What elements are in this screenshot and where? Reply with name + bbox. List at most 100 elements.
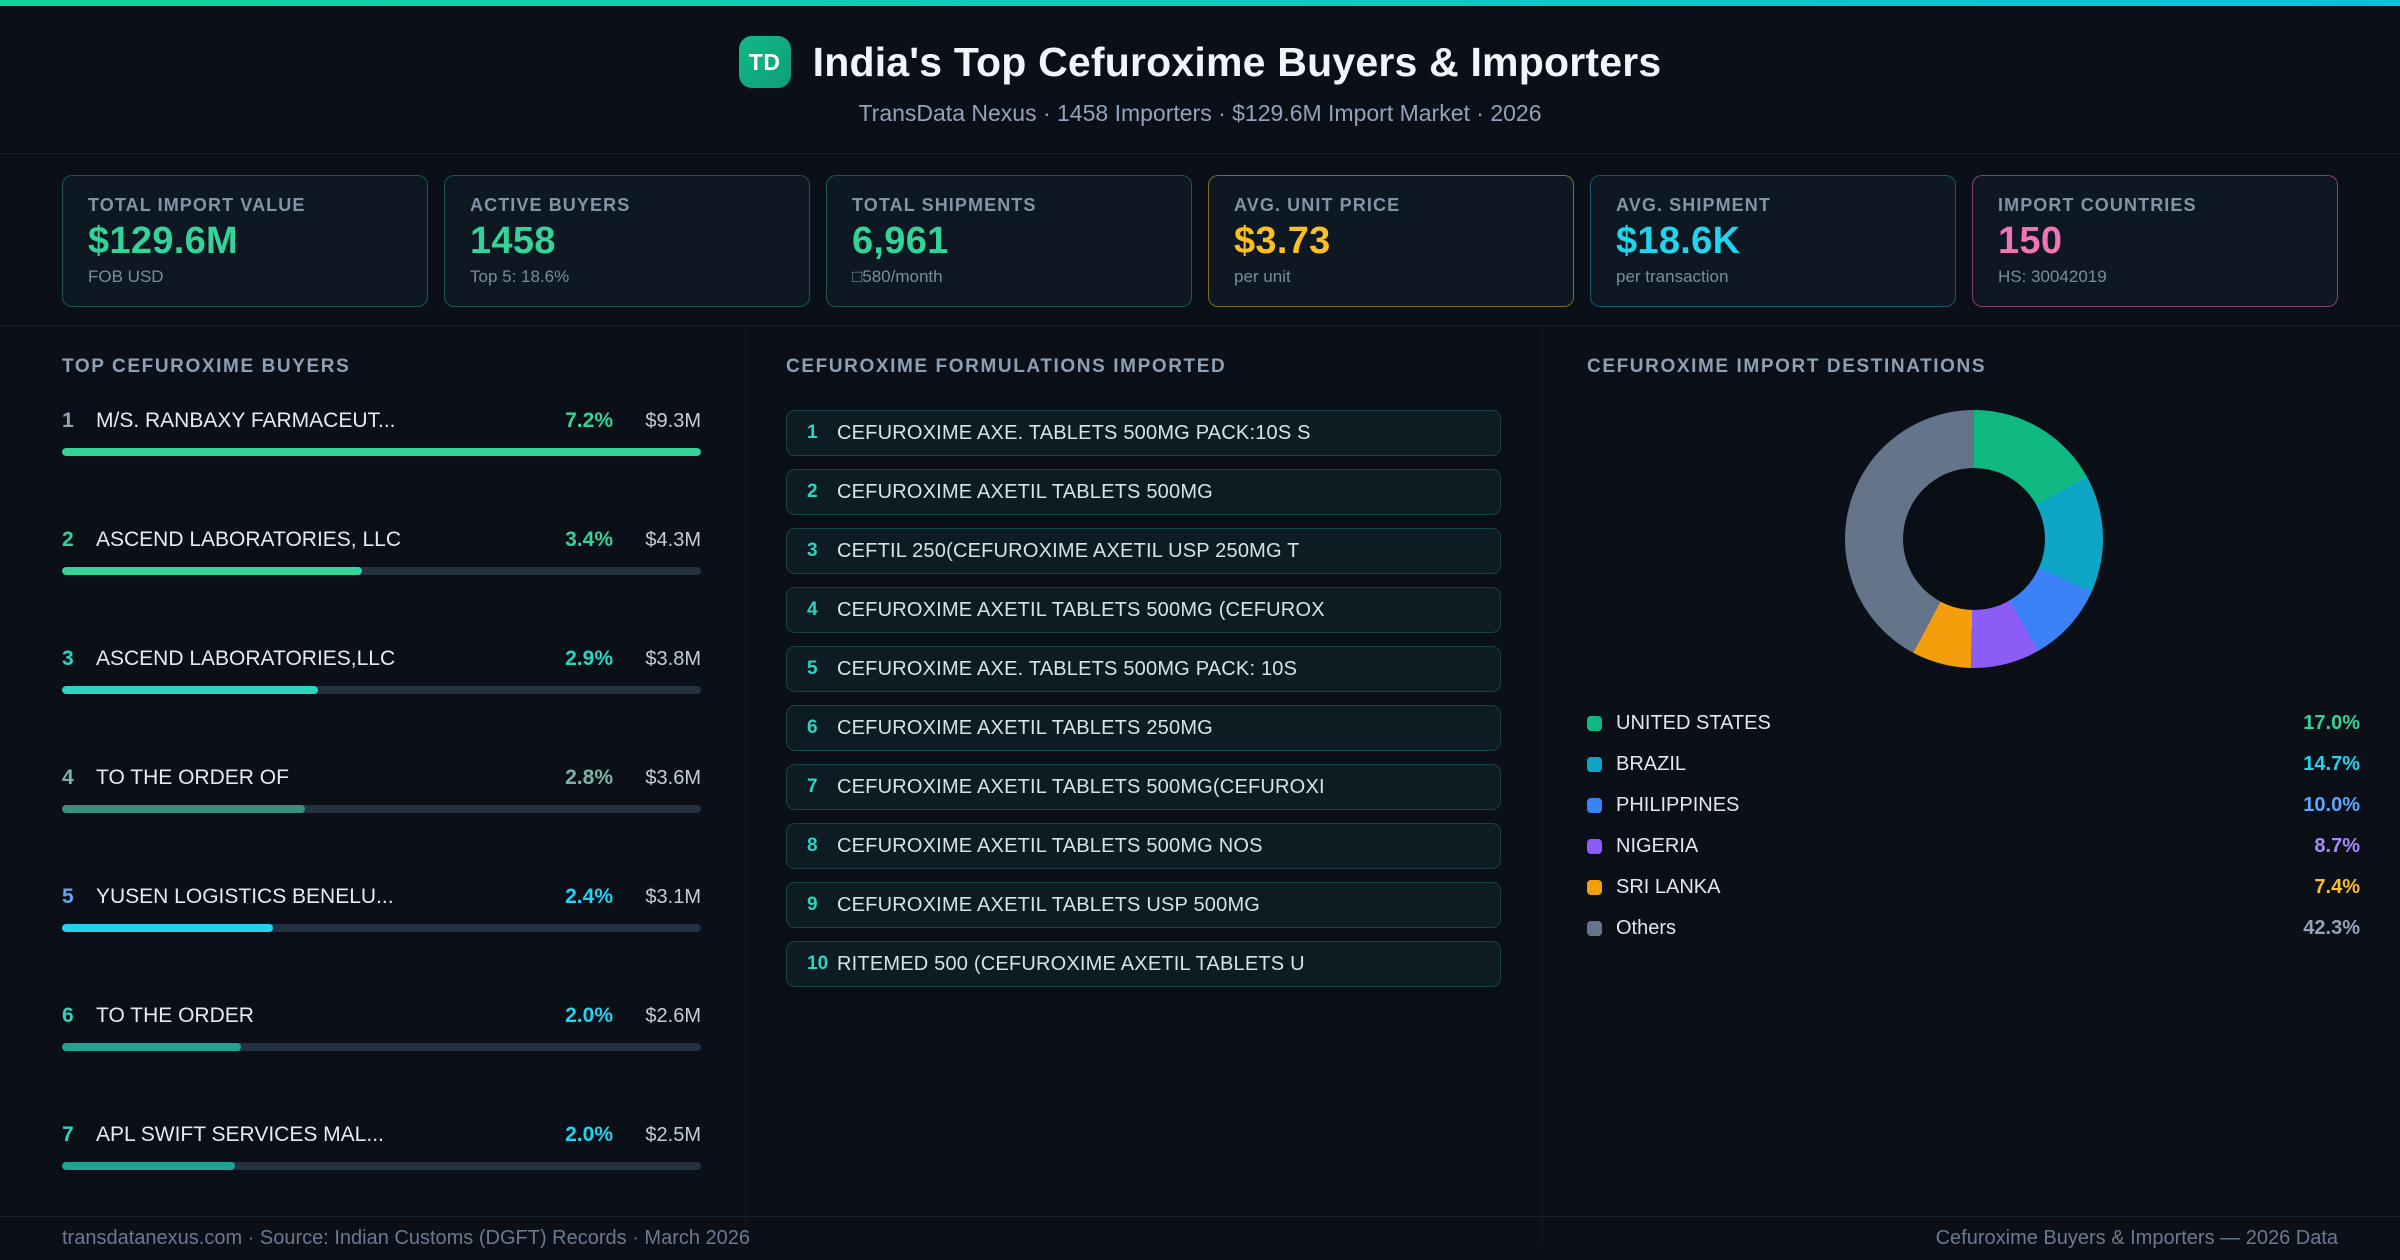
buyer-share-percent: 2.0% [565, 1004, 613, 1027]
buyer-rank: 4 [62, 766, 74, 789]
buyer-bar-fill [62, 924, 273, 932]
footer-source: transdatanexus.com · Source: Indian Cust… [62, 1227, 751, 1249]
buyer-row: 5 YUSEN LOGISTICS BENELU... 2.4% $3.1M [62, 886, 701, 932]
buyer-bar-track [62, 567, 701, 575]
buyer-name: TO THE ORDER [96, 1005, 254, 1026]
legend-percent: 42.3% [2303, 917, 2360, 939]
legend-swatch [1587, 921, 1602, 936]
main-content: TOP CEFUROXIME BUYERS 1 M/S. RANBAXY FAR… [0, 325, 2400, 1243]
formulation-rank: 9 [807, 894, 818, 915]
buyer-row: 1 M/S. RANBAXY FARMACEUT... 7.2% $9.3M [62, 410, 701, 456]
formulation-rank: 4 [807, 599, 818, 620]
legend-percent: 17.0% [2303, 712, 2360, 734]
page-title: India's Top Cefuroxime Buyers & Importer… [812, 38, 1662, 85]
buyer-bar-track [62, 686, 701, 694]
buyer-bar-fill [62, 567, 363, 575]
formulation-name: RITEMED 500 (CEFUROXIME AXETIL TABLETS U [837, 952, 1305, 975]
formulation-item: 1 CEFUROXIME AXE. TABLETS 500MG PACK:10S… [786, 410, 1501, 456]
buyer-bar-track [62, 448, 701, 456]
buyer-import-value: $3.6M [645, 767, 701, 789]
buyer-bar-fill [62, 1043, 241, 1051]
legend-label: BRAZIL [1616, 753, 1687, 775]
stat-card-avg-shipment: AVG. SHIPMENT $18.6K per transaction [1590, 175, 1956, 307]
legend-label: UNITED STATES [1616, 712, 1771, 734]
brand-logo-badge: TD [738, 36, 791, 88]
formulation-name: CEFUROXIME AXETIL TABLETS 500MG [837, 480, 1213, 503]
formulation-item: 3 CEFTIL 250(CEFUROXIME AXETIL USP 250MG… [786, 528, 1501, 574]
legend-swatch [1587, 757, 1602, 772]
legend-label: NIGERIA [1616, 835, 1699, 857]
stat-card-active-buyers: ACTIVE BUYERS 1458 Top 5: 18.6% [444, 175, 810, 307]
buyer-bar-fill [62, 448, 701, 456]
formulation-name: CEFUROXIME AXETIL TABLETS 500MG(CEFUROXI [837, 775, 1325, 798]
stat-value: $129.6M [88, 220, 238, 262]
donut-hole [1902, 468, 2045, 610]
buyer-share-percent: 2.9% [565, 647, 613, 670]
page-subtitle: TransData Nexus · 1458 Importers · $129.… [858, 100, 1542, 126]
formulation-name: CEFUROXIME AXETIL TABLETS 500MG (CEFUROX [837, 598, 1325, 621]
buyer-bar-fill [62, 686, 318, 694]
formulation-name: CEFUROXIME AXETIL TABLETS USP 500MG [837, 893, 1261, 916]
formulation-rank: 5 [807, 658, 818, 679]
donut-chart [1844, 410, 2103, 668]
legend-row: BRAZIL 14.7% [1587, 753, 2360, 776]
buyer-import-value: $3.1M [645, 886, 701, 908]
buyer-row: 3 ASCEND LABORATORIES,LLC 2.9% $3.8M [62, 648, 701, 694]
formulation-item: 5 CEFUROXIME AXE. TABLETS 500MG PACK: 10… [786, 646, 1501, 692]
footer: transdatanexus.com · Source: Indian Cust… [0, 1216, 2400, 1260]
formulation-rank: 3 [807, 540, 818, 561]
buyer-name: ASCEND LABORATORIES, LLC [96, 529, 401, 550]
formulation-rank: 10 [807, 953, 829, 974]
buyers-heading: TOP CEFUROXIME BUYERS [62, 356, 351, 377]
destinations-panel: CEFUROXIME IMPORT DESTINATIONS UNITED ST… [1543, 326, 2400, 1243]
stat-label: AVG. UNIT PRICE [1234, 195, 1401, 215]
stat-card-import-countries: IMPORT COUNTRIES 150 HS: 30042019 [1972, 175, 2338, 307]
legend-row: PHILIPPINES 10.0% [1587, 794, 2360, 817]
formulation-name: CEFUROXIME AXE. TABLETS 500MG PACK: 10S [837, 657, 1298, 680]
stat-subtext: FOB USD [88, 267, 164, 286]
buyer-import-value: $2.6M [645, 1005, 701, 1027]
buyer-bar-track [62, 1043, 701, 1051]
buyer-row: 6 TO THE ORDER 2.0% $2.6M [62, 1005, 701, 1051]
formulation-name: CEFTIL 250(CEFUROXIME AXETIL USP 250MG T [837, 539, 1300, 562]
stat-subtext: HS: 30042019 [1998, 267, 2107, 286]
legend-swatch [1587, 798, 1602, 813]
stat-label: TOTAL IMPORT VALUE [88, 195, 306, 215]
formulation-item: 6 CEFUROXIME AXETIL TABLETS 250MG [786, 705, 1501, 751]
donut-chart-wrap [1587, 410, 2360, 668]
formulation-rank: 7 [807, 776, 818, 797]
formulation-item: 10 RITEMED 500 (CEFUROXIME AXETIL TABLET… [786, 941, 1501, 987]
buyer-row: 7 APL SWIFT SERVICES MAL... 2.0% $2.5M [62, 1124, 701, 1170]
formulation-name: CEFUROXIME AXE. TABLETS 500MG PACK:10S S [837, 421, 1311, 444]
stats-row: TOTAL IMPORT VALUE $129.6M FOB USD ACTIV… [0, 154, 2400, 325]
top-buyers-panel: TOP CEFUROXIME BUYERS 1 M/S. RANBAXY FAR… [0, 326, 745, 1243]
legend-percent: 7.4% [2314, 876, 2360, 898]
stat-subtext: Top 5: 18.6% [470, 267, 570, 286]
buyer-share-percent: 2.4% [565, 885, 613, 908]
buyer-name: TO THE ORDER OF [96, 767, 289, 788]
formulation-rank: 1 [807, 422, 818, 443]
buyer-rank: 7 [62, 1123, 74, 1146]
legend-label: SRI LANKA [1616, 876, 1721, 898]
formulation-rank: 2 [807, 481, 818, 502]
buyer-import-value: $4.3M [645, 529, 701, 551]
buyer-name: YUSEN LOGISTICS BENELU... [96, 886, 394, 907]
legend-label: PHILIPPINES [1616, 794, 1740, 816]
formulation-name: CEFUROXIME AXETIL TABLETS 250MG [837, 716, 1213, 739]
legend-percent: 8.7% [2314, 835, 2360, 857]
buyer-import-value: $3.8M [645, 648, 701, 670]
buyer-rank: 3 [62, 647, 74, 670]
legend-row: SRI LANKA 7.4% [1587, 876, 2360, 899]
buyer-name: APL SWIFT SERVICES MAL... [96, 1124, 384, 1145]
stat-subtext: □580/month [852, 267, 943, 286]
buyer-bar-track [62, 924, 701, 932]
stat-value: 1458 [470, 220, 556, 262]
formulation-rank: 6 [807, 717, 818, 738]
buyer-import-value: $2.5M [645, 1124, 701, 1146]
buyer-import-value: $9.3M [645, 410, 701, 432]
stat-card-total-shipments: TOTAL SHIPMENTS 6,961 □580/month [826, 175, 1192, 307]
legend-row: NIGERIA 8.7% [1587, 835, 2360, 858]
destinations-legend: UNITED STATES 17.0% BRAZIL 14.7% PHILIPP… [1587, 712, 2360, 940]
formulation-item: 2 CEFUROXIME AXETIL TABLETS 500MG [786, 469, 1501, 515]
